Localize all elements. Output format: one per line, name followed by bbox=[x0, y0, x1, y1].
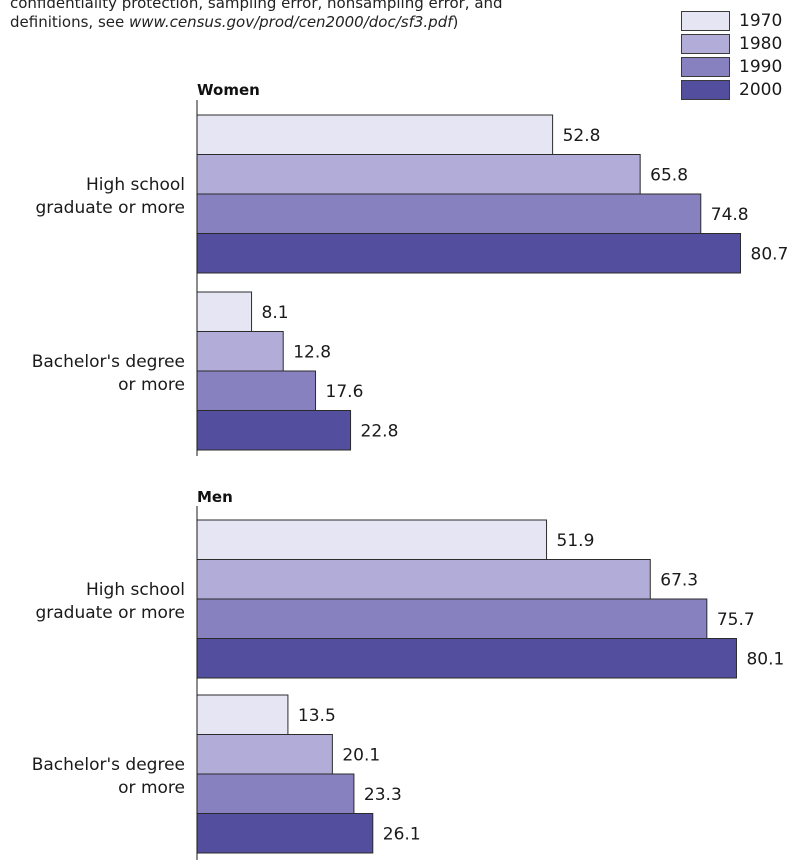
legend-label-2000: 2000 bbox=[739, 80, 783, 100]
bar-women-bachelors-1970 bbox=[196, 291, 253, 332]
legend-swatch-1980 bbox=[681, 34, 730, 54]
panel-title-women: Women bbox=[197, 81, 260, 99]
category-label-women-high-school-line-2: graduate or more bbox=[35, 198, 185, 218]
data-label-women-bachelors-2000: 22.8 bbox=[361, 421, 399, 441]
category-label-women-bachelors-line-2: or more bbox=[118, 375, 185, 395]
category-label-women-high-school-line-1: High school bbox=[86, 175, 185, 195]
data-label-women-bachelors-1990: 17.6 bbox=[326, 382, 364, 402]
bar-women-high-school-1990 bbox=[196, 193, 702, 234]
data-label-men-bachelors-1990: 23.3 bbox=[364, 785, 402, 805]
source-note-suffix: ) bbox=[452, 13, 459, 31]
data-label-men-high-school-2000: 80.1 bbox=[746, 649, 784, 669]
data-label-women-high-school-1990: 74.8 bbox=[711, 205, 749, 225]
data-label-women-bachelors-1970: 8.1 bbox=[262, 303, 289, 323]
bar-men-high-school-1990 bbox=[196, 598, 708, 639]
legend-label-1990: 1990 bbox=[739, 57, 783, 77]
legend-label-1970: 1970 bbox=[739, 11, 783, 31]
legend-label-1980: 1980 bbox=[739, 34, 783, 54]
bar-men-bachelors-1990 bbox=[196, 773, 355, 814]
source-note-prefix: definitions, see bbox=[10, 13, 129, 31]
bar-women-high-school-1970 bbox=[196, 114, 554, 155]
legend-swatch-2000 bbox=[681, 80, 730, 100]
data-label-women-high-school-2000: 80.7 bbox=[751, 244, 789, 264]
source-note: confidentiality protection, sampling err… bbox=[10, 0, 503, 32]
category-label-women-bachelors-line-1: Bachelor's degree bbox=[32, 352, 185, 372]
data-label-men-high-school-1990: 75.7 bbox=[717, 610, 755, 630]
bar-women-bachelors-2000 bbox=[196, 410, 352, 451]
data-label-men-bachelors-2000: 26.1 bbox=[383, 824, 421, 844]
bar-men-high-school-2000 bbox=[196, 638, 737, 679]
bar-women-bachelors-1980 bbox=[196, 331, 284, 372]
data-label-men-bachelors-1980: 20.1 bbox=[342, 745, 380, 765]
data-label-men-high-school-1980: 67.3 bbox=[660, 570, 698, 590]
source-note-line-1: confidentiality protection, sampling err… bbox=[10, 0, 503, 12]
legend-swatch-1970 bbox=[681, 11, 730, 31]
bar-men-bachelors-1980 bbox=[196, 734, 333, 775]
source-url: www.census.gov/prod/cen2000/doc/sf3.pdf bbox=[129, 13, 453, 31]
data-label-women-high-school-1980: 65.8 bbox=[650, 165, 688, 185]
bar-women-high-school-1980 bbox=[196, 154, 641, 195]
data-label-men-bachelors-1970: 13.5 bbox=[298, 706, 336, 726]
category-label-men-high-school-line-1: High school bbox=[86, 580, 185, 600]
data-label-women-bachelors-1980: 12.8 bbox=[293, 342, 331, 362]
category-label-men-bachelors-line-1: Bachelor's degree bbox=[32, 755, 185, 775]
data-label-women-high-school-1970: 52.8 bbox=[563, 126, 601, 146]
panel-title-men: Men bbox=[197, 488, 233, 506]
bar-men-high-school-1980 bbox=[196, 559, 651, 600]
bar-women-high-school-2000 bbox=[196, 233, 742, 274]
data-label-men-high-school-1970: 51.9 bbox=[557, 531, 595, 551]
bar-women-bachelors-1990 bbox=[196, 370, 317, 411]
category-label-men-high-school-line-2: graduate or more bbox=[35, 603, 185, 623]
bar-men-bachelors-1970 bbox=[196, 694, 289, 735]
bar-men-high-school-1970 bbox=[196, 519, 548, 560]
source-note-line-2: definitions, see www.census.gov/prod/cen… bbox=[10, 13, 503, 32]
category-label-men-bachelors-line-2: or more bbox=[118, 778, 185, 798]
legend-swatch-1990 bbox=[681, 57, 730, 77]
bar-men-bachelors-2000 bbox=[196, 813, 374, 854]
